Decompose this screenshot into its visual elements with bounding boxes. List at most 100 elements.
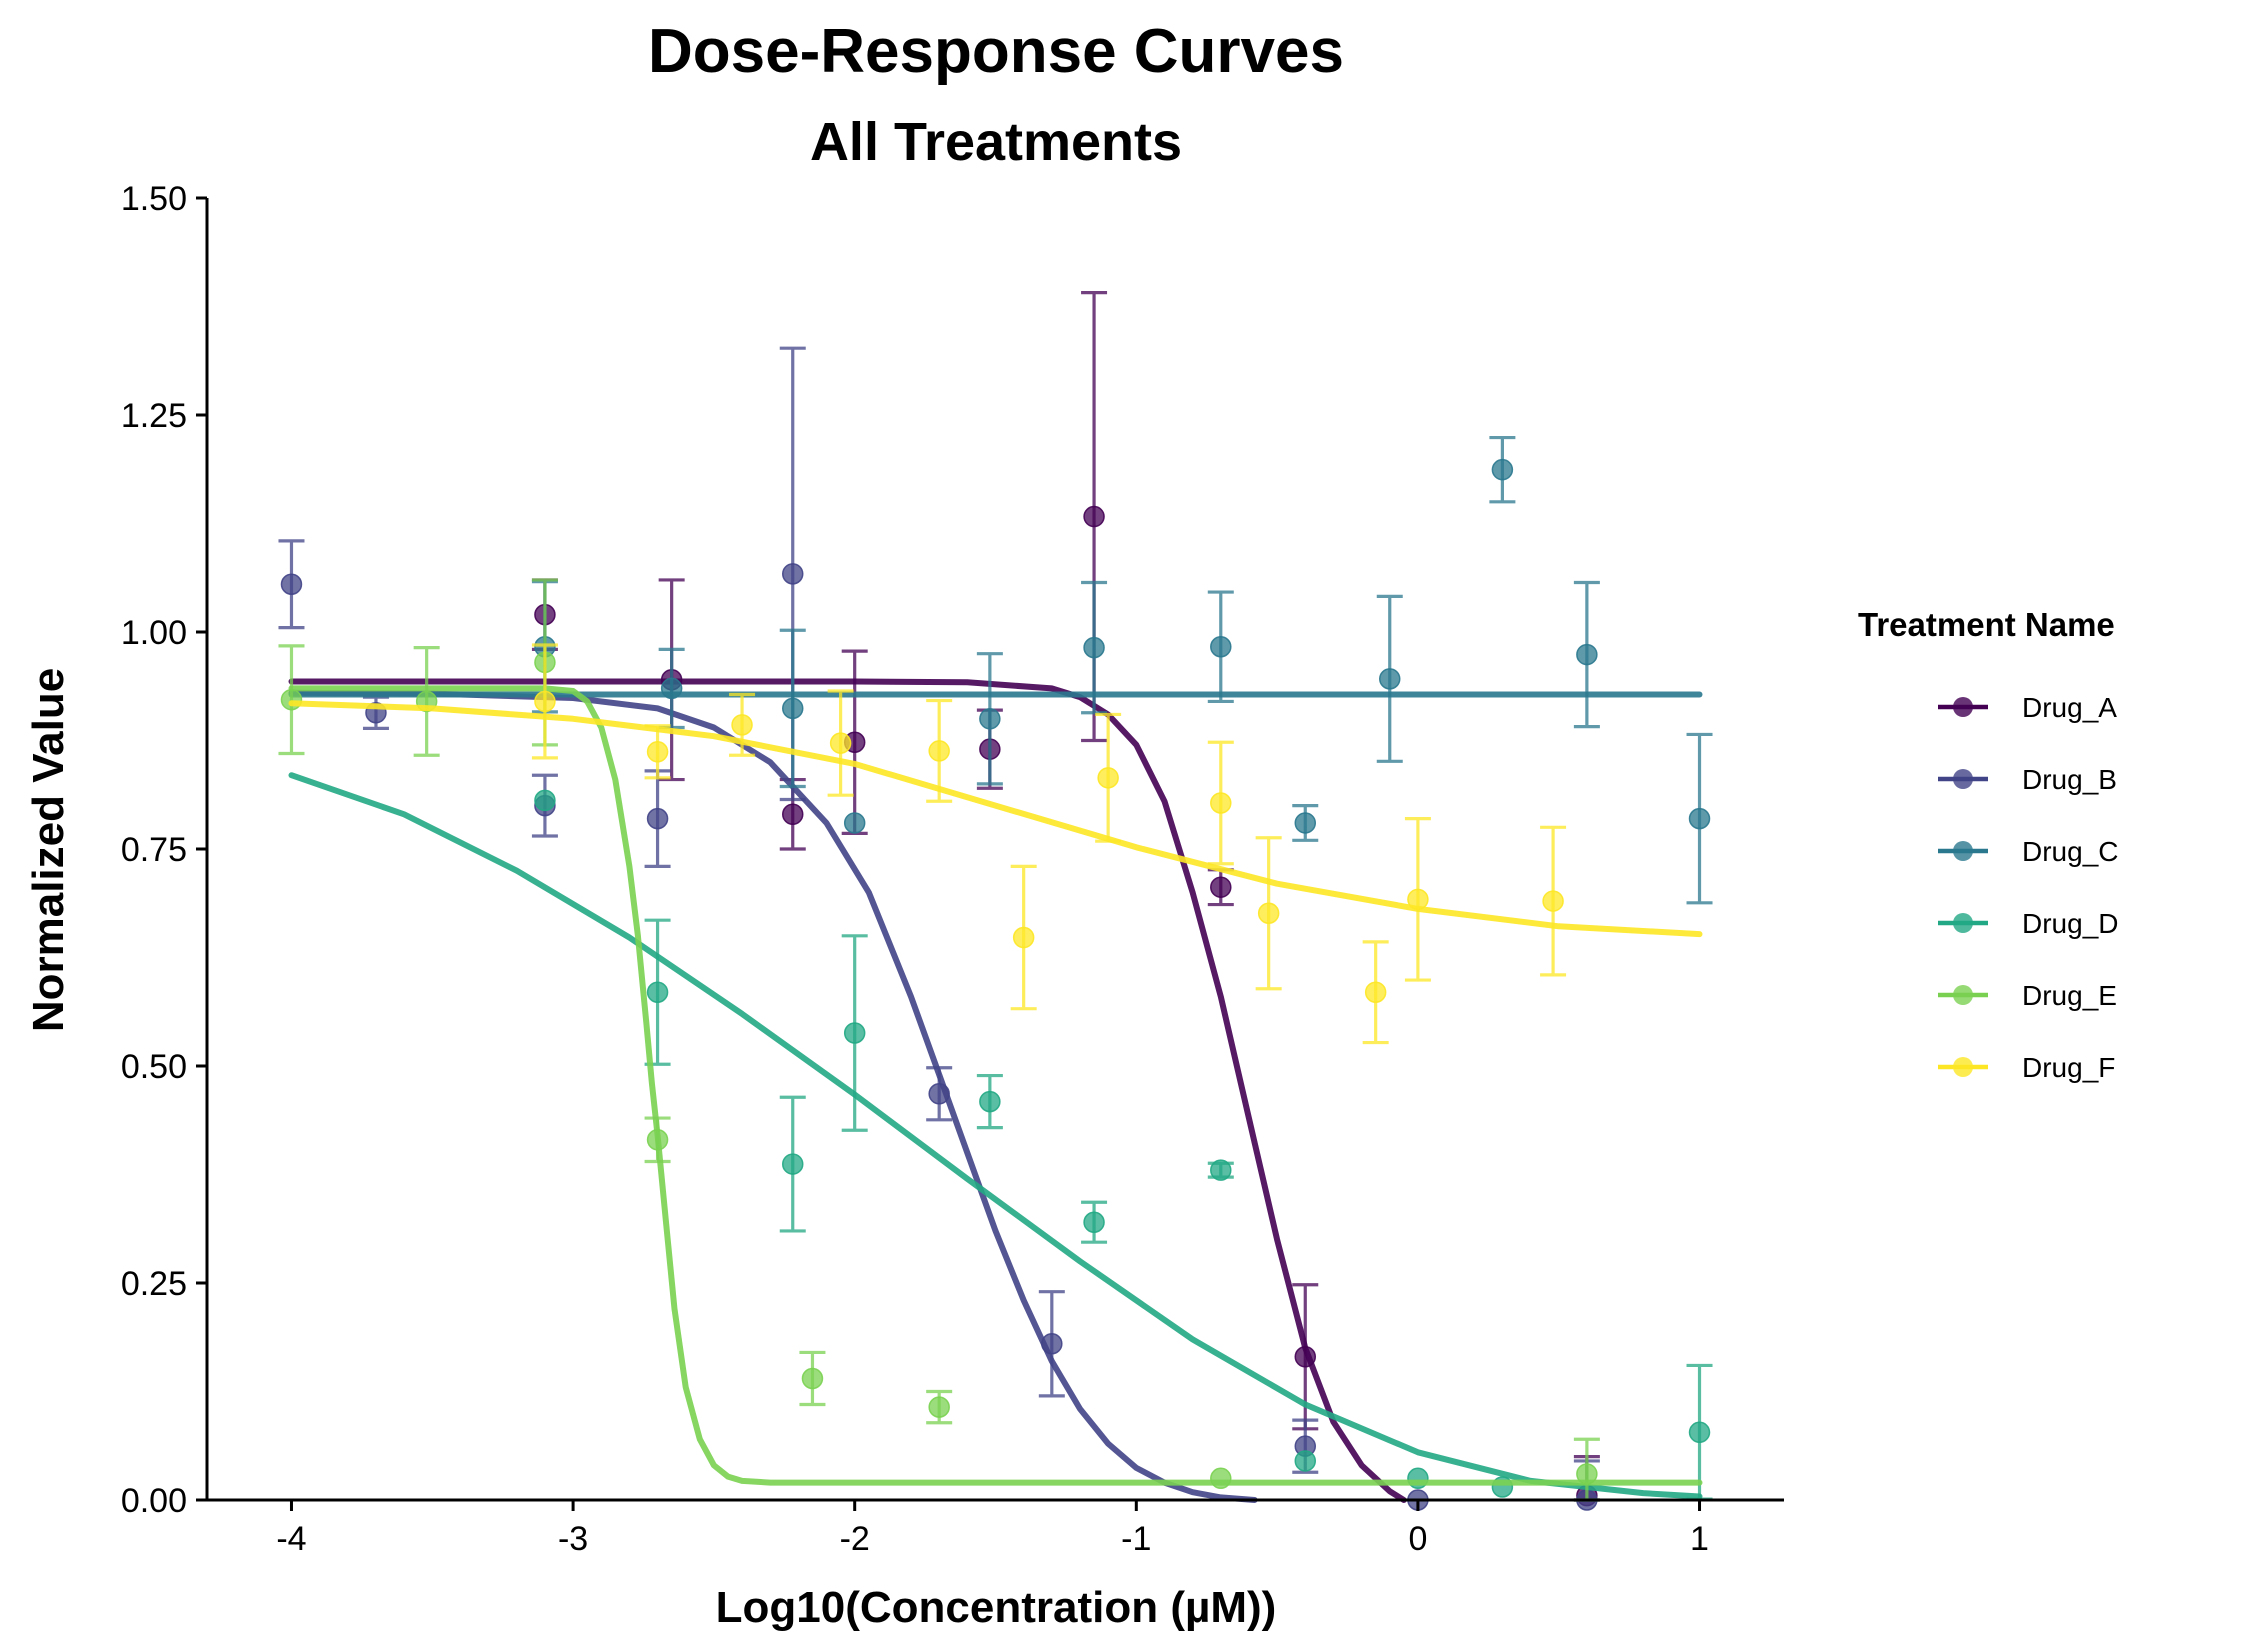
legend-item-drug-e: Drug_E — [1938, 980, 2117, 1011]
legend-marker — [1953, 697, 1973, 717]
data-point — [660, 677, 683, 700]
legend-marker — [1953, 1057, 1973, 1077]
data-point — [843, 1022, 866, 1044]
data-point — [534, 789, 556, 812]
legend-label: Drug_C — [2022, 836, 2118, 867]
series-drug-e — [278, 578, 1703, 1502]
data-point — [801, 1367, 824, 1390]
legend-marker — [1953, 985, 1973, 1005]
data-point — [781, 1153, 804, 1175]
legend-item-drug-f: Drug_F — [1938, 1052, 2115, 1083]
data-point — [928, 1396, 950, 1418]
x-tick-label: -1 — [1121, 1520, 1151, 1558]
data-point — [1210, 792, 1232, 814]
y-axis-title: Normalized Value — [24, 668, 73, 1032]
legend-label: Drug_B — [2022, 764, 2117, 795]
data-point — [534, 690, 556, 713]
data-point — [928, 1083, 950, 1105]
plot-area — [278, 291, 1713, 1511]
data-point — [1294, 1450, 1317, 1472]
chart-title: Dose-Response Curves — [648, 17, 1344, 86]
y-tick-label: 0.75 — [121, 831, 187, 869]
data-point — [1542, 890, 1564, 912]
data-point — [781, 563, 804, 585]
data-point — [829, 732, 852, 754]
y-tick-label: 1.50 — [121, 180, 187, 218]
legend-label: Drug_A — [2022, 692, 2117, 723]
series-drug-b — [278, 346, 1600, 1511]
x-axis-ticks: -4 -3 -2 -1 0 1 — [276, 1500, 1709, 1558]
x-tick-label: -4 — [276, 1520, 306, 1558]
data-point — [1294, 812, 1317, 834]
data-point — [1210, 1159, 1232, 1181]
fit-curve — [288, 685, 1703, 1486]
data-point — [1688, 1421, 1711, 1444]
series-drug-c — [288, 435, 1713, 905]
x-tick-label: -3 — [558, 1520, 588, 1558]
data-point — [781, 697, 804, 720]
data-point — [1083, 1211, 1105, 1233]
data-point — [928, 740, 950, 762]
legend-label: Drug_E — [2022, 980, 2117, 1011]
data-point — [731, 714, 753, 736]
data-point — [1407, 888, 1429, 911]
fit-curve — [288, 700, 1703, 938]
y-tick-label: 0.00 — [121, 1482, 187, 1520]
series-drug-d — [288, 772, 1713, 1501]
legend-marker — [1953, 769, 1973, 789]
legend-item-drug-a: Drug_A — [1938, 692, 2117, 723]
data-point — [646, 741, 669, 763]
y-tick-label: 0.25 — [121, 1265, 187, 1303]
data-point — [1041, 1333, 1063, 1355]
data-point — [646, 1129, 669, 1151]
data-point — [1210, 636, 1232, 658]
data-point — [843, 812, 866, 834]
fit-curve — [288, 678, 1407, 1503]
data-point — [979, 708, 1001, 730]
data-point — [1097, 767, 1119, 789]
legend-marker — [1953, 841, 1973, 861]
data-point — [1257, 902, 1280, 924]
legend-item-drug-c: Drug_C — [1938, 836, 2118, 867]
x-tick-label: 0 — [1408, 1520, 1427, 1558]
legend-item-drug-d: Drug_D — [1938, 908, 2118, 939]
x-tick-label: -2 — [840, 1520, 870, 1558]
data-point — [1364, 981, 1387, 1003]
data-point — [646, 807, 669, 830]
y-tick-label: 0.50 — [121, 1048, 187, 1086]
data-point — [280, 688, 303, 711]
legend-marker — [1953, 913, 1973, 933]
data-point — [1210, 1467, 1232, 1490]
x-axis-title: Log10(Concentration (µM)) — [716, 1583, 1277, 1632]
y-axis-ticks: 0.00 0.25 0.50 0.75 1.00 1.25 1.50 — [121, 180, 207, 1520]
data-point — [1083, 636, 1105, 659]
data-point — [1379, 668, 1401, 690]
x-tick-label: 1 — [1690, 1520, 1709, 1558]
legend-label: Drug_F — [2022, 1052, 2115, 1083]
data-point — [1491, 458, 1514, 481]
legend-items: Drug_A Drug_B Drug_C Drug_D Drug_E Drug_F — [1938, 692, 2118, 1083]
legend-item-drug-b: Drug_B — [1938, 764, 2117, 795]
legend-title: Treatment Name — [1858, 606, 2115, 643]
series-drug-f — [288, 643, 1703, 1045]
legend-label: Drug_D — [2022, 908, 2118, 939]
data-point — [1688, 807, 1711, 830]
data-point — [646, 981, 669, 1003]
data-point — [1294, 1346, 1317, 1368]
data-point — [1576, 643, 1598, 666]
chart-subtitle: All Treatments — [810, 112, 1182, 172]
data-point — [1083, 505, 1105, 528]
y-tick-label: 1.00 — [121, 614, 187, 652]
data-point — [1012, 926, 1035, 949]
data-point — [280, 573, 303, 596]
fit-curve — [288, 772, 1703, 1500]
series-drug-a — [288, 291, 1600, 1507]
data-point — [1210, 876, 1232, 898]
data-point — [979, 1090, 1001, 1113]
fit-curve — [288, 689, 1258, 1503]
legend: Treatment Name Drug_ADrug_BDrug_CDrug_DD… — [1858, 606, 2118, 1083]
data-point — [1576, 1463, 1598, 1485]
data-point — [781, 803, 804, 826]
y-tick-label: 1.25 — [121, 397, 187, 435]
